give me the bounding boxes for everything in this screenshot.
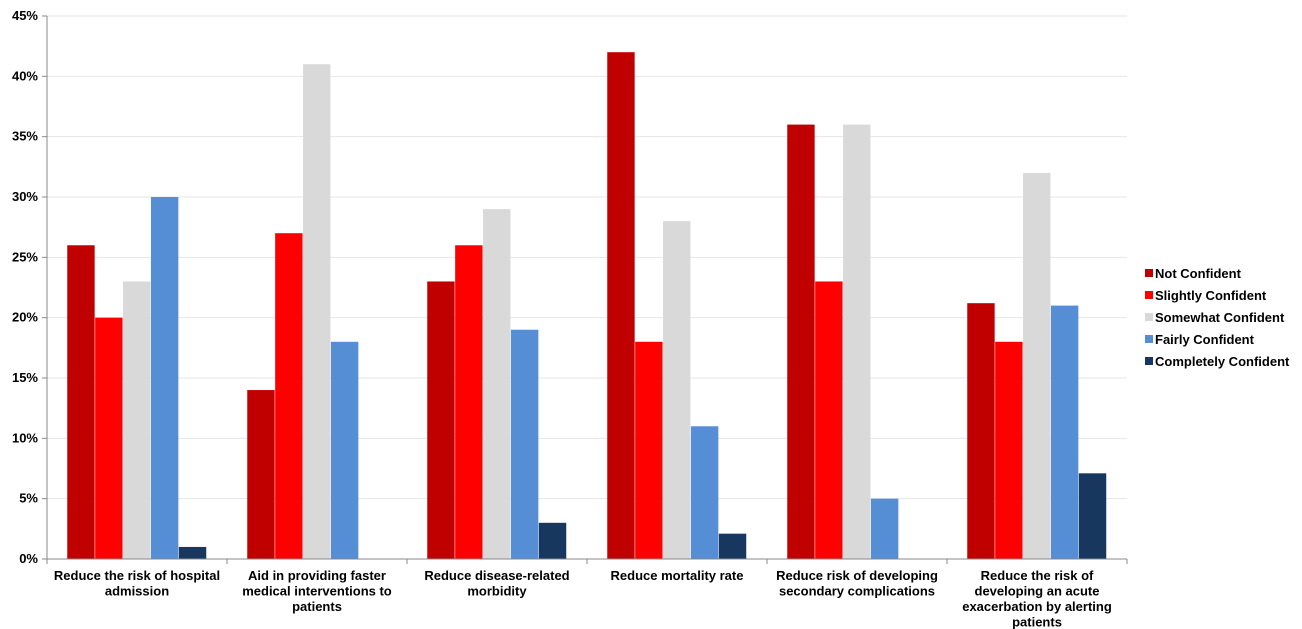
bar — [815, 281, 843, 559]
y-tick-label: 0% — [19, 551, 38, 566]
legend-label: Completely Confident — [1155, 354, 1290, 369]
legend-label: Not Confident — [1155, 266, 1242, 281]
x-axis-category-labels: Reduce the risk of hospital admission Aid … — [54, 568, 1112, 629]
y-tick-label: 25% — [12, 249, 38, 264]
bar — [150, 197, 179, 559]
bar — [1023, 172, 1051, 559]
legend-swatch — [1145, 335, 1153, 343]
y-tick-label: 15% — [12, 370, 38, 385]
x-category-label: Reduce mortality rate — [611, 568, 744, 583]
bar — [1078, 473, 1107, 559]
bar — [95, 317, 123, 559]
bar — [330, 341, 359, 559]
bar — [275, 233, 303, 559]
bar — [455, 245, 483, 559]
bar — [607, 52, 635, 559]
bar — [787, 124, 815, 559]
bar — [718, 533, 747, 559]
bar — [635, 341, 663, 559]
axes — [42, 15, 1128, 564]
y-tick-label: 5% — [19, 491, 38, 506]
legend-label: Slightly Confident — [1155, 288, 1267, 303]
bar — [995, 341, 1023, 559]
y-tick-label: 10% — [12, 430, 38, 445]
bar — [870, 498, 899, 559]
bar — [303, 64, 331, 560]
y-tick-label: 45% — [12, 8, 38, 23]
legend-swatch — [1145, 269, 1153, 277]
bars — [67, 52, 1107, 560]
bar — [843, 124, 871, 559]
legend: Not Confident Slightly Confident Somewhat … — [1145, 266, 1290, 369]
legend-swatch — [1145, 357, 1153, 365]
x-category-label: Reduce disease-related morbidity — [424, 568, 569, 599]
bar — [178, 546, 207, 559]
bar — [690, 426, 719, 559]
bar — [247, 390, 275, 559]
y-tick-label: 20% — [12, 310, 38, 325]
bar — [1050, 305, 1079, 559]
legend-swatch — [1145, 291, 1153, 299]
bar — [67, 245, 95, 559]
bar — [967, 303, 995, 559]
bar — [483, 209, 511, 560]
gridlines — [47, 15, 1127, 500]
x-category-label: Reduce the risk of developing an acute exa… — [962, 568, 1112, 629]
bar — [538, 522, 567, 559]
bar — [427, 281, 455, 559]
legend-label: Somewhat Confident — [1155, 310, 1285, 325]
bar — [510, 329, 539, 559]
legend-label: Fairly Confident — [1155, 332, 1255, 347]
legend-swatch — [1145, 313, 1153, 321]
bar — [123, 281, 151, 559]
y-tick-label: 35% — [12, 129, 38, 144]
y-axis-tick-labels: 0% 5% 10% 15% 20% 25% 30% 35% 40% 45% — [12, 8, 38, 566]
bar — [663, 221, 691, 559]
y-tick-label: 30% — [12, 189, 38, 204]
y-tick-label: 40% — [12, 68, 38, 83]
x-category-label: Aid in providing faster medical intervent… — [242, 568, 392, 614]
x-category-label: Reduce risk of developing secondary compl… — [776, 568, 938, 599]
x-category-label: Reduce the risk of hospital admission — [54, 568, 220, 599]
